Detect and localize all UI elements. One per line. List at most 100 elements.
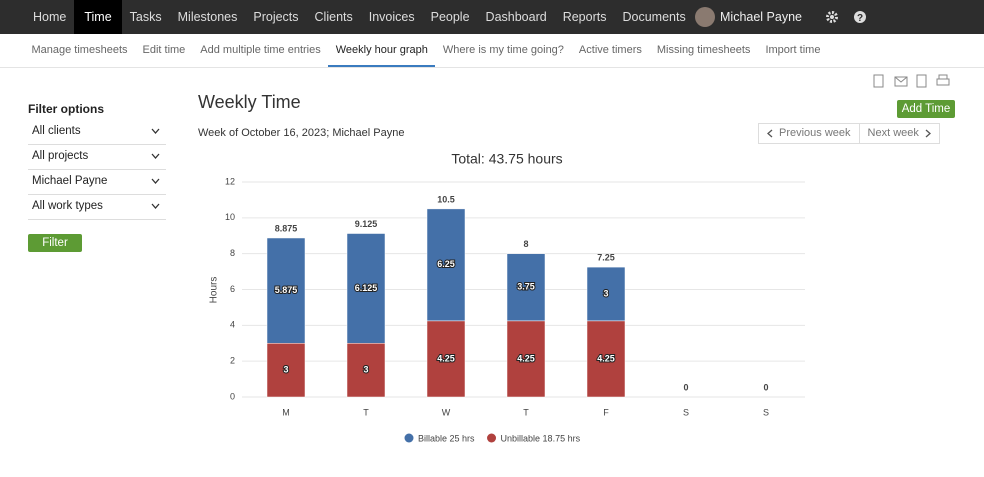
x-tick-label: W bbox=[442, 407, 451, 417]
nav-link[interactable]: Reports bbox=[562, 10, 607, 24]
segment-label: 3 bbox=[603, 288, 608, 298]
nav-link[interactable]: Milestones bbox=[177, 10, 238, 24]
total-label: 8 bbox=[523, 239, 528, 249]
y-tick-label: 6 bbox=[230, 284, 235, 294]
total-label: 8.875 bbox=[275, 223, 298, 233]
nav-link[interactable]: People bbox=[430, 10, 470, 24]
sub-nav-link[interactable]: Add multiple time entries bbox=[200, 44, 321, 56]
select-value[interactable]: All work types bbox=[32, 200, 103, 212]
bar-segment bbox=[586, 266, 626, 322]
segment-label: 3.75 bbox=[517, 282, 535, 292]
filter-select[interactable]: All clients bbox=[28, 120, 166, 145]
export-icons[interactable] bbox=[872, 73, 952, 89]
legend-marker bbox=[487, 433, 497, 443]
nav-link[interactable]: Dashboard bbox=[485, 10, 547, 24]
select-value[interactable]: All clients bbox=[32, 125, 81, 137]
filter-select[interactable]: All work types bbox=[28, 195, 166, 220]
segment-label: 3 bbox=[283, 365, 288, 375]
y-tick-label: 2 bbox=[230, 356, 235, 366]
segment-label: 6.125 bbox=[355, 283, 378, 293]
week-nav: Previous week Next week bbox=[758, 123, 940, 144]
sub-nav-link[interactable]: Edit time bbox=[142, 44, 186, 56]
select-value[interactable]: All projects bbox=[32, 150, 89, 162]
previous-week-button[interactable]: Previous week bbox=[759, 124, 860, 143]
bar-segment bbox=[506, 320, 546, 398]
y-tick-label: 0 bbox=[230, 391, 235, 401]
x-tick-label: F bbox=[603, 407, 609, 417]
sub-nav-link[interactable]: Weekly hour graph bbox=[328, 34, 436, 67]
segment-label: 4.25 bbox=[437, 353, 455, 363]
chevron bbox=[151, 153, 160, 159]
sub-nav-link[interactable]: Manage timesheets bbox=[31, 44, 128, 56]
bar-segment bbox=[506, 253, 546, 322]
svg-text:?: ? bbox=[857, 13, 863, 24]
user-menu[interactable]: Michael Payne ? bbox=[695, 0, 884, 34]
filter-select[interactable]: Michael Payne bbox=[28, 170, 166, 195]
x-tick-label: M bbox=[282, 407, 290, 417]
legend-label: Billable 25 hrs bbox=[418, 433, 475, 443]
nav-link[interactable]: Time bbox=[74, 0, 122, 34]
legend-label: Unbillable 18.75 hrs bbox=[501, 433, 581, 443]
x-tick-label: S bbox=[763, 407, 769, 417]
bar-segment bbox=[426, 208, 466, 322]
total-label: 10.5 bbox=[437, 194, 455, 204]
segment-label: 4.25 bbox=[517, 353, 535, 363]
legend-marker bbox=[404, 433, 414, 443]
next-week-button[interactable]: Next week bbox=[860, 124, 939, 143]
total-label: 0 bbox=[683, 382, 688, 392]
nav-link[interactable]: Projects bbox=[253, 10, 299, 24]
chevron bbox=[151, 203, 160, 209]
filter-selects: All clients All projects Michael Payne All … bbox=[28, 120, 166, 220]
filter-select[interactable]: All projects bbox=[28, 145, 166, 170]
chart-title: Total: 43.75 hours bbox=[451, 151, 562, 167]
chevron bbox=[151, 178, 160, 184]
next-week-label[interactable]: Next week bbox=[867, 127, 919, 139]
x-tick-label: T bbox=[523, 407, 529, 417]
y-tick-label: 10 bbox=[225, 212, 235, 222]
y-axis-label: Hours bbox=[209, 277, 220, 304]
bar-segment bbox=[266, 343, 306, 398]
x-tick-label: T bbox=[363, 407, 369, 417]
top-nav: Home Time Tasks Milestones Projects Clients In… bbox=[0, 0, 984, 34]
user-name[interactable]: Michael Payne bbox=[720, 10, 802, 24]
y-tick-label: 8 bbox=[230, 248, 235, 258]
segment-label: 3 bbox=[363, 365, 368, 375]
segment-label: 5.875 bbox=[275, 285, 298, 295]
total-label: 9.125 bbox=[355, 219, 378, 229]
total-label: 0 bbox=[763, 382, 768, 392]
bar-segment bbox=[426, 320, 466, 398]
page-title: Weekly Time bbox=[198, 92, 301, 112]
nav-link[interactable]: Clients bbox=[314, 10, 353, 24]
sub-nav-link[interactable]: Missing timesheets bbox=[656, 44, 751, 56]
add-time-button[interactable]: Add Time bbox=[897, 100, 955, 118]
sub-nav: Manage timesheets Edit time Add multiple t… bbox=[0, 34, 984, 68]
bar-segment bbox=[346, 343, 386, 398]
previous-week-label[interactable]: Previous week bbox=[779, 127, 851, 139]
sub-nav-link[interactable]: Active timers bbox=[578, 44, 642, 56]
x-tick-label: S bbox=[683, 407, 689, 417]
filter-title: Filter options bbox=[28, 102, 104, 116]
settings-help-icons[interactable]: ? bbox=[824, 9, 884, 25]
sub-nav-link[interactable]: Where is my time going? bbox=[442, 44, 564, 56]
page-subtitle: Week of October 16, 2023; Michael Payne bbox=[198, 127, 405, 139]
nav-link[interactable]: Invoices bbox=[368, 10, 415, 24]
chart: Total: 43.75 hours Hours 0 2 4 6 8 10 12 M 3 5.87… bbox=[209, 151, 805, 443]
sub-nav-link[interactable]: Import time bbox=[765, 44, 821, 56]
filter-button[interactable]: Filter bbox=[28, 234, 82, 252]
total-label: 7.25 bbox=[597, 252, 615, 262]
nav-link[interactable]: Documents bbox=[622, 10, 686, 24]
avatar bbox=[695, 7, 715, 27]
bar-segment bbox=[586, 320, 626, 398]
segment-label: 6.25 bbox=[437, 259, 455, 269]
y-tick-label: 12 bbox=[225, 176, 235, 186]
bar-segment bbox=[346, 233, 386, 344]
y-tick-label: 4 bbox=[230, 320, 235, 330]
nav-link[interactable]: Tasks bbox=[129, 10, 162, 24]
filter-panel: Filter options All clients All projects Mi… bbox=[28, 102, 166, 252]
nav-link[interactable]: Home bbox=[33, 10, 67, 24]
select-value[interactable]: Michael Payne bbox=[32, 175, 108, 187]
segment-label: 4.25 bbox=[597, 353, 615, 363]
chevron bbox=[151, 128, 160, 134]
bar-segment bbox=[266, 237, 306, 344]
